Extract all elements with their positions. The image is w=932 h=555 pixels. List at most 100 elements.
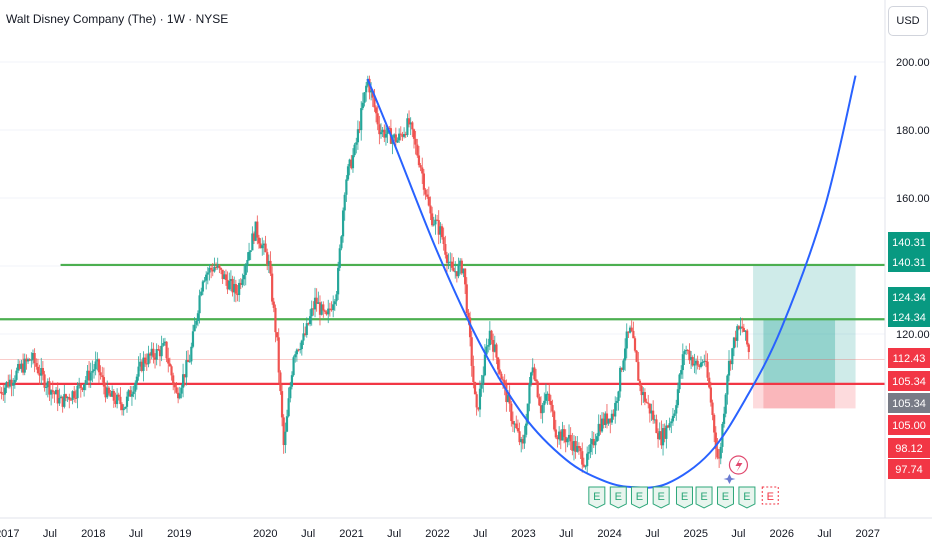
price-axis-tick: 180.00 <box>896 125 930 137</box>
candle-body <box>520 439 523 443</box>
time-axis-tick: Jul <box>129 528 143 540</box>
candle-body <box>488 330 491 346</box>
candle-body <box>503 380 506 385</box>
candle-body <box>307 323 310 325</box>
candle-body <box>59 396 63 398</box>
candle-body <box>508 395 511 404</box>
earnings-marker-badge <box>695 486 713 509</box>
earnings-marker[interactable]: E <box>652 486 670 509</box>
candle-body <box>262 243 265 246</box>
candle-body <box>239 282 242 285</box>
candle-body <box>610 413 614 423</box>
candle-body <box>539 405 543 414</box>
candle-body <box>185 360 188 378</box>
candle-body <box>538 397 541 406</box>
candle-body <box>376 113 379 125</box>
candle-body <box>643 392 647 402</box>
candle-body <box>66 396 69 399</box>
candle-body <box>54 389 58 395</box>
earnings-marker-label: E <box>657 491 664 503</box>
candle-body <box>111 391 114 397</box>
candle-body <box>460 260 463 274</box>
candle-body <box>114 400 117 405</box>
candle-body <box>152 348 155 358</box>
candle-body <box>412 129 416 139</box>
earnings-marker[interactable]: E <box>609 486 627 509</box>
candle-body <box>177 392 180 399</box>
candle-body <box>739 326 742 329</box>
candle-body <box>287 398 290 417</box>
earnings-marker[interactable]: E <box>630 486 648 509</box>
candle-body <box>94 361 97 370</box>
candle-body <box>214 266 218 268</box>
candle-body <box>68 396 71 400</box>
candle-body <box>198 295 201 314</box>
candle-body <box>56 389 59 404</box>
candle-body <box>266 252 269 265</box>
candle-body <box>137 366 140 377</box>
candle-body <box>622 360 625 370</box>
candle-body <box>305 323 308 335</box>
candle-body <box>398 133 401 141</box>
candle-body <box>84 380 87 385</box>
price-label-badge <box>888 252 930 272</box>
candle-body <box>685 349 688 352</box>
candle-body <box>454 271 457 273</box>
time-axis-background <box>0 518 932 550</box>
candle-body <box>541 405 544 414</box>
parabola-curve[interactable] <box>366 75 857 489</box>
candle-body <box>219 268 223 270</box>
candle-body <box>282 417 285 446</box>
candle-body <box>680 370 683 375</box>
candle-body <box>673 413 676 416</box>
candle-body <box>627 331 630 333</box>
candle-body <box>365 85 368 93</box>
candle-body <box>633 338 637 351</box>
earnings-marker[interactable]: E <box>675 486 693 509</box>
candle-body <box>135 376 138 383</box>
stop-zone[interactable] <box>753 383 856 409</box>
upcoming-earnings-marker[interactable] <box>761 486 779 505</box>
earnings-marker-label: E <box>636 491 643 503</box>
candle-body <box>599 423 602 432</box>
candle-body <box>53 392 56 395</box>
candle-body <box>407 118 411 125</box>
candle-body <box>497 357 500 370</box>
earnings-marker[interactable]: E <box>588 486 606 509</box>
earnings-marker[interactable]: E <box>738 486 756 509</box>
candle-body <box>736 326 739 341</box>
candle-body <box>350 159 353 169</box>
candle-body <box>381 129 384 133</box>
candle-body <box>132 391 135 395</box>
candle-body <box>71 391 74 400</box>
candle-body <box>572 441 576 451</box>
currency-button[interactable]: USD <box>888 6 928 36</box>
candle-body <box>612 413 615 417</box>
candle-body <box>533 367 536 380</box>
candle-body <box>661 428 665 446</box>
candle-body <box>188 361 191 363</box>
candle-body <box>299 349 302 351</box>
candle-body <box>244 265 247 275</box>
candle-body <box>574 441 577 452</box>
candle-body <box>719 446 722 459</box>
earnings-marker-label: E <box>681 491 688 503</box>
candle-body <box>556 437 559 440</box>
target-zone[interactable] <box>753 264 856 384</box>
candle-body <box>264 243 267 253</box>
earnings-marker[interactable]: E <box>695 486 713 509</box>
candle-body <box>718 457 721 459</box>
candle-body <box>119 396 122 405</box>
earnings-marker-badge <box>588 486 606 509</box>
candle-body <box>147 353 150 365</box>
candle-body <box>731 348 734 365</box>
candle-body <box>36 366 40 374</box>
earnings-marker[interactable]: E <box>716 486 734 509</box>
candle-body <box>13 379 16 383</box>
candle-body <box>160 345 163 357</box>
candle-body <box>597 423 600 437</box>
earnings-marker-label: E <box>700 491 707 503</box>
candle-body <box>142 357 145 371</box>
